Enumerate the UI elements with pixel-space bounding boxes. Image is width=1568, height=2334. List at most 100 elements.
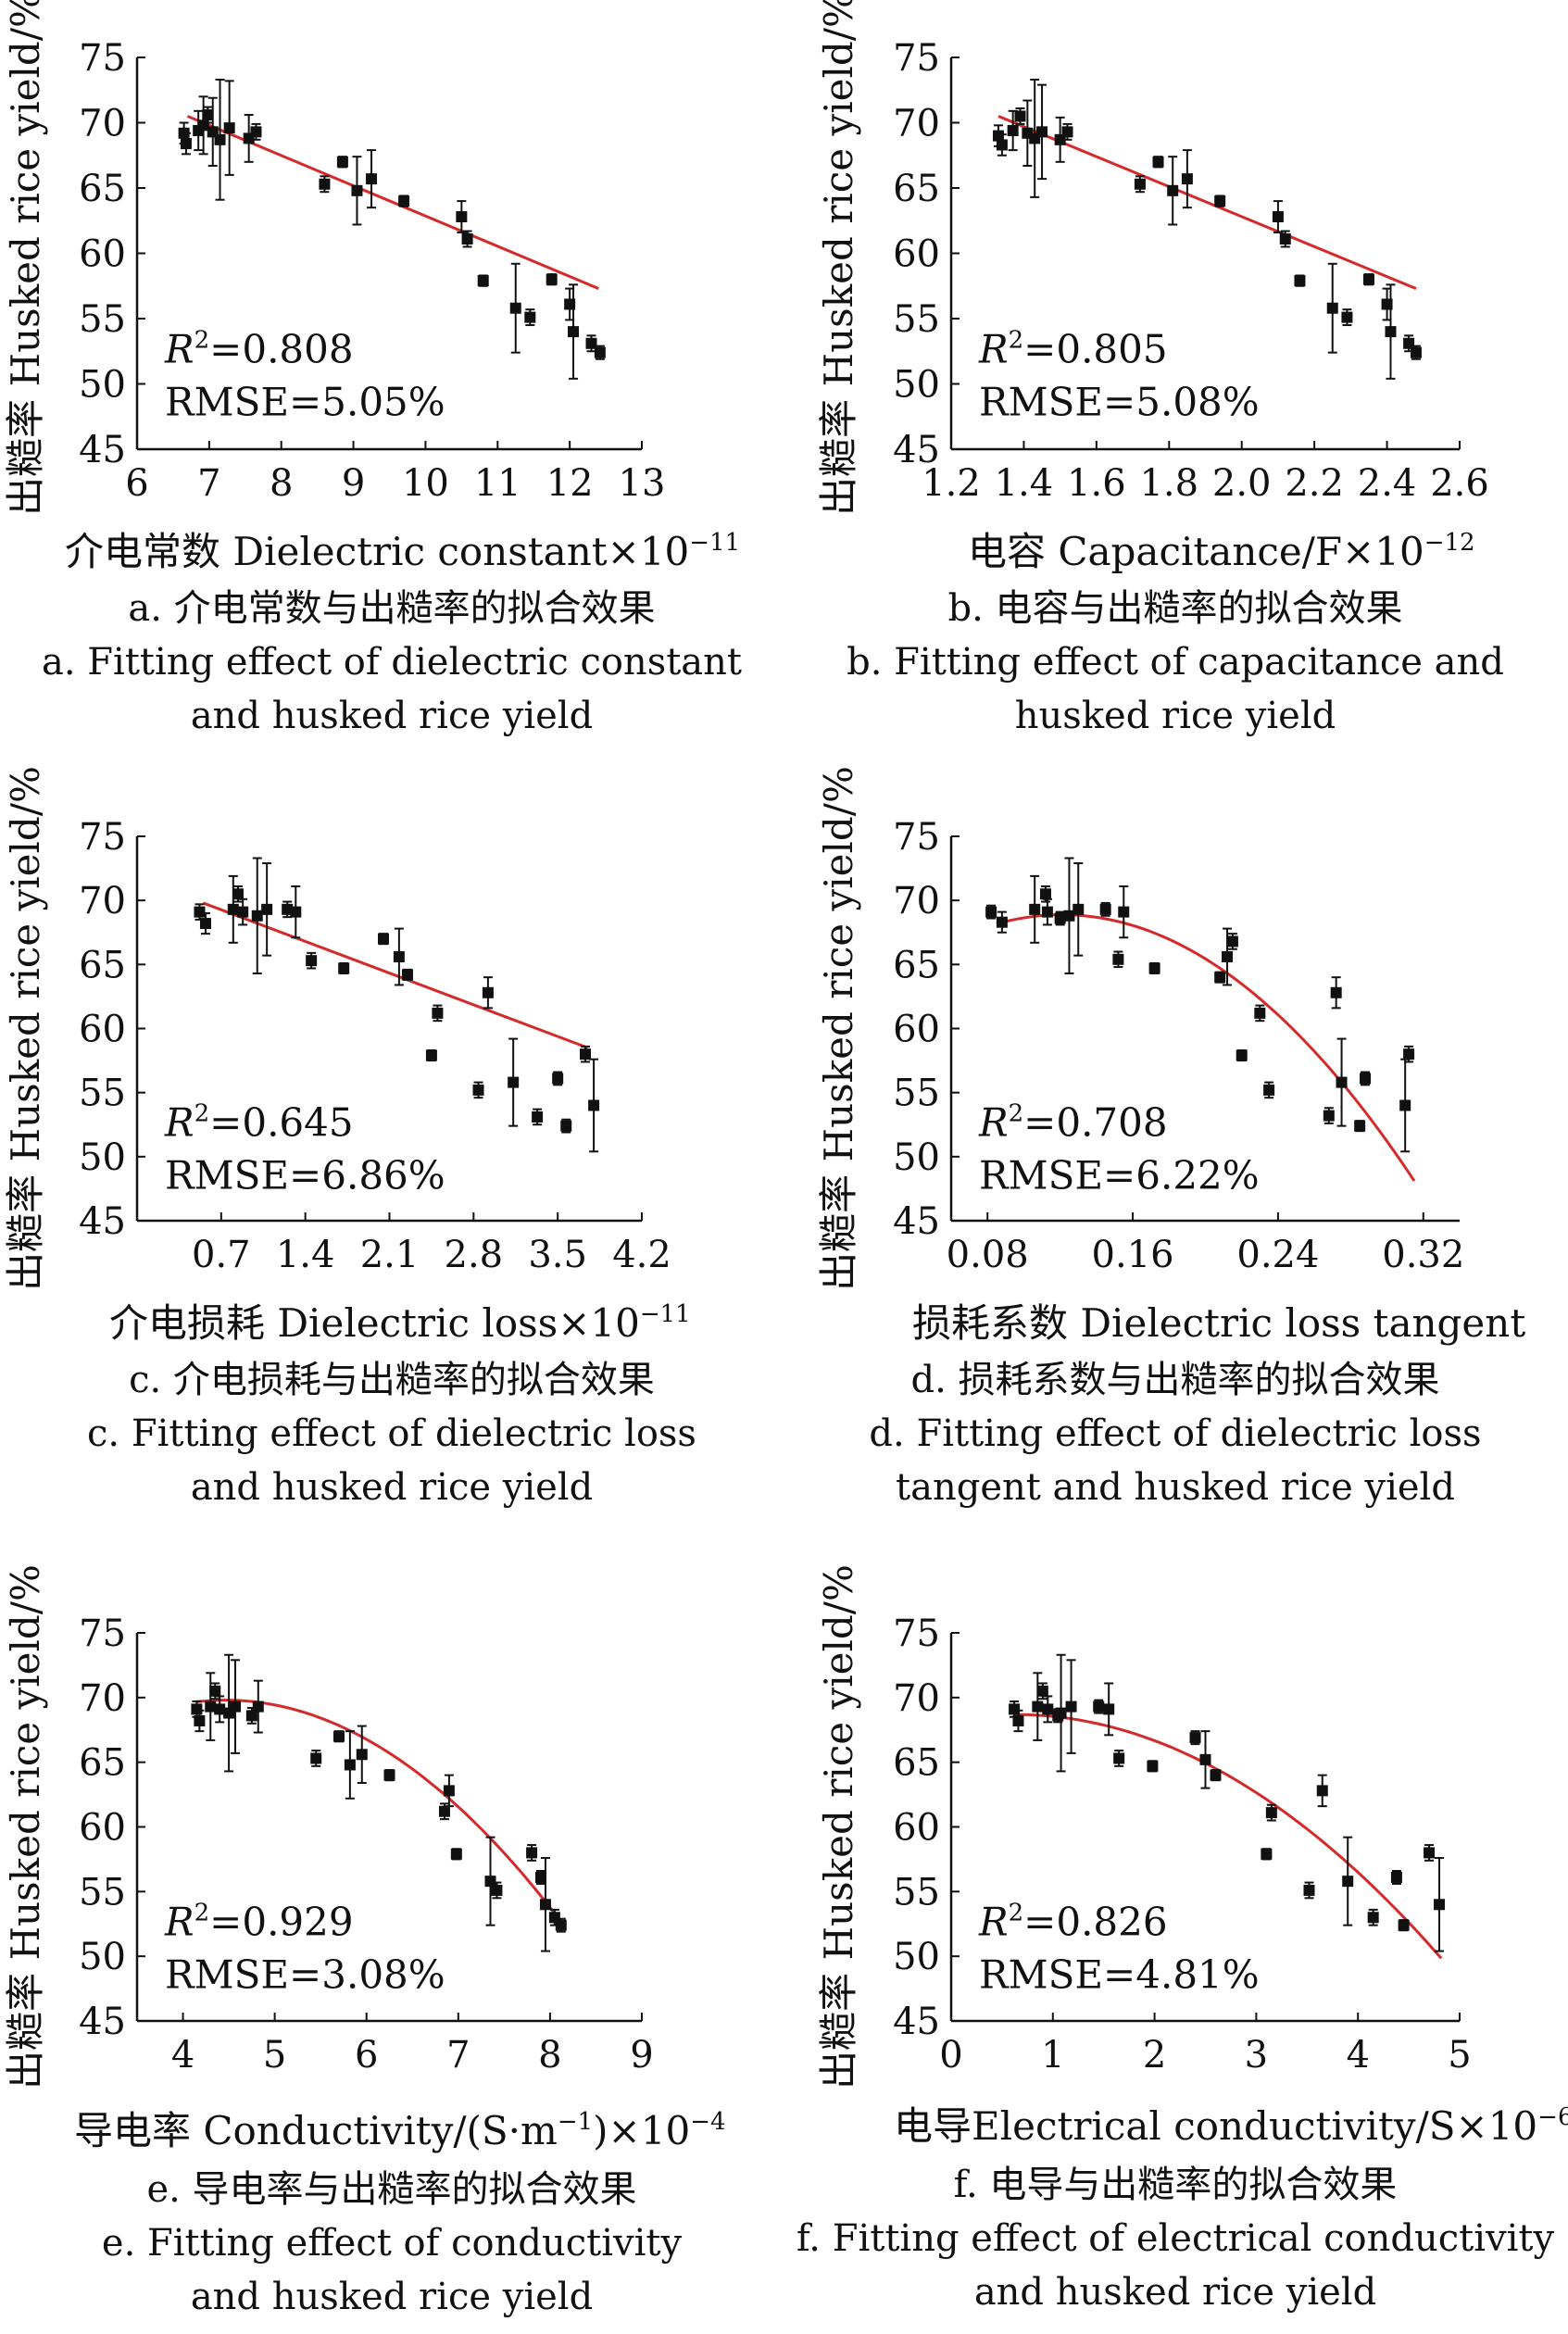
data-point xyxy=(1424,1844,1436,1862)
data-point xyxy=(1272,200,1284,233)
y-tick-label: 50 xyxy=(893,364,940,407)
data-point xyxy=(456,200,468,233)
data-point xyxy=(180,132,192,156)
y-tick-label: 75 xyxy=(79,816,126,859)
x-tick-label: 13 xyxy=(619,462,666,505)
y-tick-label: 45 xyxy=(79,2001,126,2043)
x-tick-label: 9 xyxy=(342,462,365,505)
y-tick-label: 70 xyxy=(79,103,126,145)
caption-b-en-1: b. Fitting effect of capacitance and xyxy=(847,641,1504,684)
point-marker xyxy=(351,184,363,196)
point-marker xyxy=(1214,972,1226,984)
point-marker xyxy=(290,906,302,918)
data-point xyxy=(508,1037,520,1127)
x-tick-label: 0.7 xyxy=(192,1234,251,1276)
y-tick-label: 45 xyxy=(79,1200,126,1243)
data-point xyxy=(594,345,606,360)
point-marker xyxy=(438,1805,450,1817)
data-point xyxy=(1029,874,1041,944)
data-point xyxy=(1226,933,1238,950)
caption-b-en-2: husked rice yield xyxy=(1014,695,1336,737)
x-tick-label: 2 xyxy=(1143,2034,1166,2077)
data-point xyxy=(194,1709,206,1733)
r2-annotation: R2=0.929 xyxy=(164,1899,354,1944)
data-point xyxy=(202,106,214,124)
data-point xyxy=(1403,1045,1415,1063)
point-marker xyxy=(237,906,249,918)
point-marker xyxy=(1261,1848,1273,1860)
point-marker xyxy=(524,311,536,323)
point-marker xyxy=(1367,1912,1379,1924)
point-marker xyxy=(1254,1007,1266,1019)
x-tick-label: 5 xyxy=(1448,2034,1471,2077)
data-point xyxy=(560,1118,572,1134)
point-marker xyxy=(1272,211,1284,223)
point-marker xyxy=(491,1884,503,1896)
y-tick-label: 75 xyxy=(893,816,940,859)
data-point xyxy=(230,1659,242,1754)
point-marker xyxy=(1360,1073,1372,1085)
point-marker xyxy=(1385,326,1397,338)
data-point xyxy=(1199,1730,1211,1789)
data-point xyxy=(1399,1058,1411,1153)
point-marker xyxy=(1341,311,1353,323)
point-marker xyxy=(306,955,318,967)
data-point xyxy=(568,283,580,380)
point-marker xyxy=(1336,1076,1348,1088)
point-marker xyxy=(560,1120,572,1132)
x-tick-label: 2.6 xyxy=(1430,462,1489,505)
point-marker xyxy=(443,1785,455,1797)
point-marker xyxy=(1189,1732,1201,1744)
point-marker xyxy=(1403,1048,1415,1060)
r2-annotation: R2=0.708 xyxy=(978,1099,1168,1145)
data-point xyxy=(588,1058,600,1153)
point-marker xyxy=(1167,184,1179,196)
x-tick-label: 12 xyxy=(546,462,594,505)
point-marker xyxy=(594,346,606,358)
data-point xyxy=(1434,1857,1446,1952)
point-marker xyxy=(552,1073,564,1085)
x-tick-label: 3 xyxy=(1245,2034,1268,2077)
point-marker xyxy=(535,1871,546,1883)
data-point xyxy=(1054,910,1066,926)
data-point xyxy=(1099,901,1111,917)
data-point xyxy=(532,1108,544,1126)
data-point xyxy=(1214,971,1226,984)
chart-panel-a: 45 50 55 60 65 70 75 6 7 8 9 10 11 12 13 出糙率 Husked ric… xyxy=(3,0,740,574)
data-point xyxy=(243,114,255,163)
point-marker xyxy=(1055,1707,1067,1719)
data-point xyxy=(1073,862,1085,957)
point-marker xyxy=(539,1899,551,1911)
point-marker xyxy=(1236,1049,1248,1061)
data-point xyxy=(383,1769,395,1782)
caption-c: c. 介电损耗与出糙率的拟合效果 c. Fitting effect of di… xyxy=(0,1353,784,1514)
data-point xyxy=(356,1725,368,1785)
data-point xyxy=(1261,1848,1273,1861)
x-tick-label: 3.5 xyxy=(528,1234,587,1276)
data-point xyxy=(1055,1653,1067,1773)
y-tick-label: 70 xyxy=(79,1677,126,1720)
point-marker xyxy=(333,1730,345,1742)
rmse-annotation: RMSE=5.08% xyxy=(979,379,1260,424)
data-point xyxy=(1303,1881,1315,1900)
x-axis-label: 电导Electrical conductivity/S×10−6 xyxy=(894,2103,1568,2149)
point-marker xyxy=(1263,1084,1275,1096)
y-axis-label: 出糙率 Husked rice yield/% xyxy=(3,0,48,516)
caption-a-en-2: and husked rice yield xyxy=(190,695,594,737)
data-point xyxy=(1236,1049,1248,1062)
point-marker xyxy=(252,1700,264,1713)
data-point xyxy=(524,308,536,327)
y-tick-label: 60 xyxy=(893,1807,940,1850)
x-axis-label: 导电率 Conductivity/(S·m−1)×10−4 xyxy=(74,2108,726,2153)
data-point xyxy=(336,156,348,169)
data-point xyxy=(207,96,219,168)
point-marker xyxy=(191,1703,203,1715)
caption-f-cn: f. 电导与出糙率的拟合效果 xyxy=(953,2164,1398,2206)
point-marker xyxy=(1181,173,1193,185)
data-point xyxy=(214,78,226,201)
data-point xyxy=(1181,149,1193,209)
y-tick-label: 55 xyxy=(893,298,940,341)
point-marker xyxy=(1390,1871,1402,1883)
y-tick-label: 65 xyxy=(893,1742,940,1785)
